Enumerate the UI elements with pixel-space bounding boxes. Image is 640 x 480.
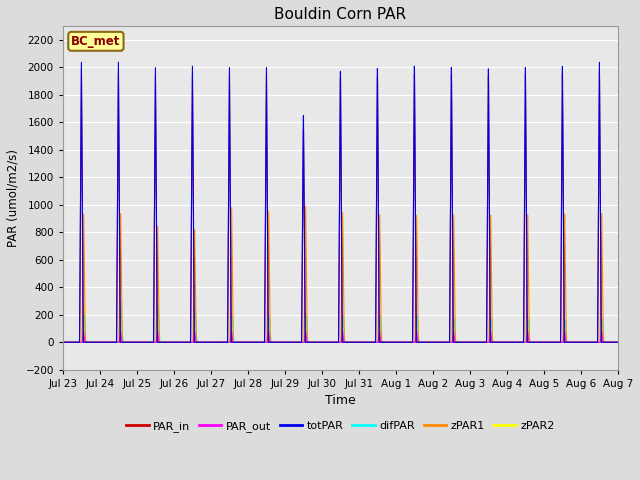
Title: Bouldin Corn PAR: Bouldin Corn PAR	[275, 7, 406, 22]
Y-axis label: PAR (umol/m2/s): PAR (umol/m2/s)	[7, 149, 20, 247]
Legend: PAR_in, PAR_out, totPAR, difPAR, zPAR1, zPAR2: PAR_in, PAR_out, totPAR, difPAR, zPAR1, …	[122, 417, 559, 436]
Text: BC_met: BC_met	[71, 35, 120, 48]
X-axis label: Time: Time	[325, 395, 356, 408]
